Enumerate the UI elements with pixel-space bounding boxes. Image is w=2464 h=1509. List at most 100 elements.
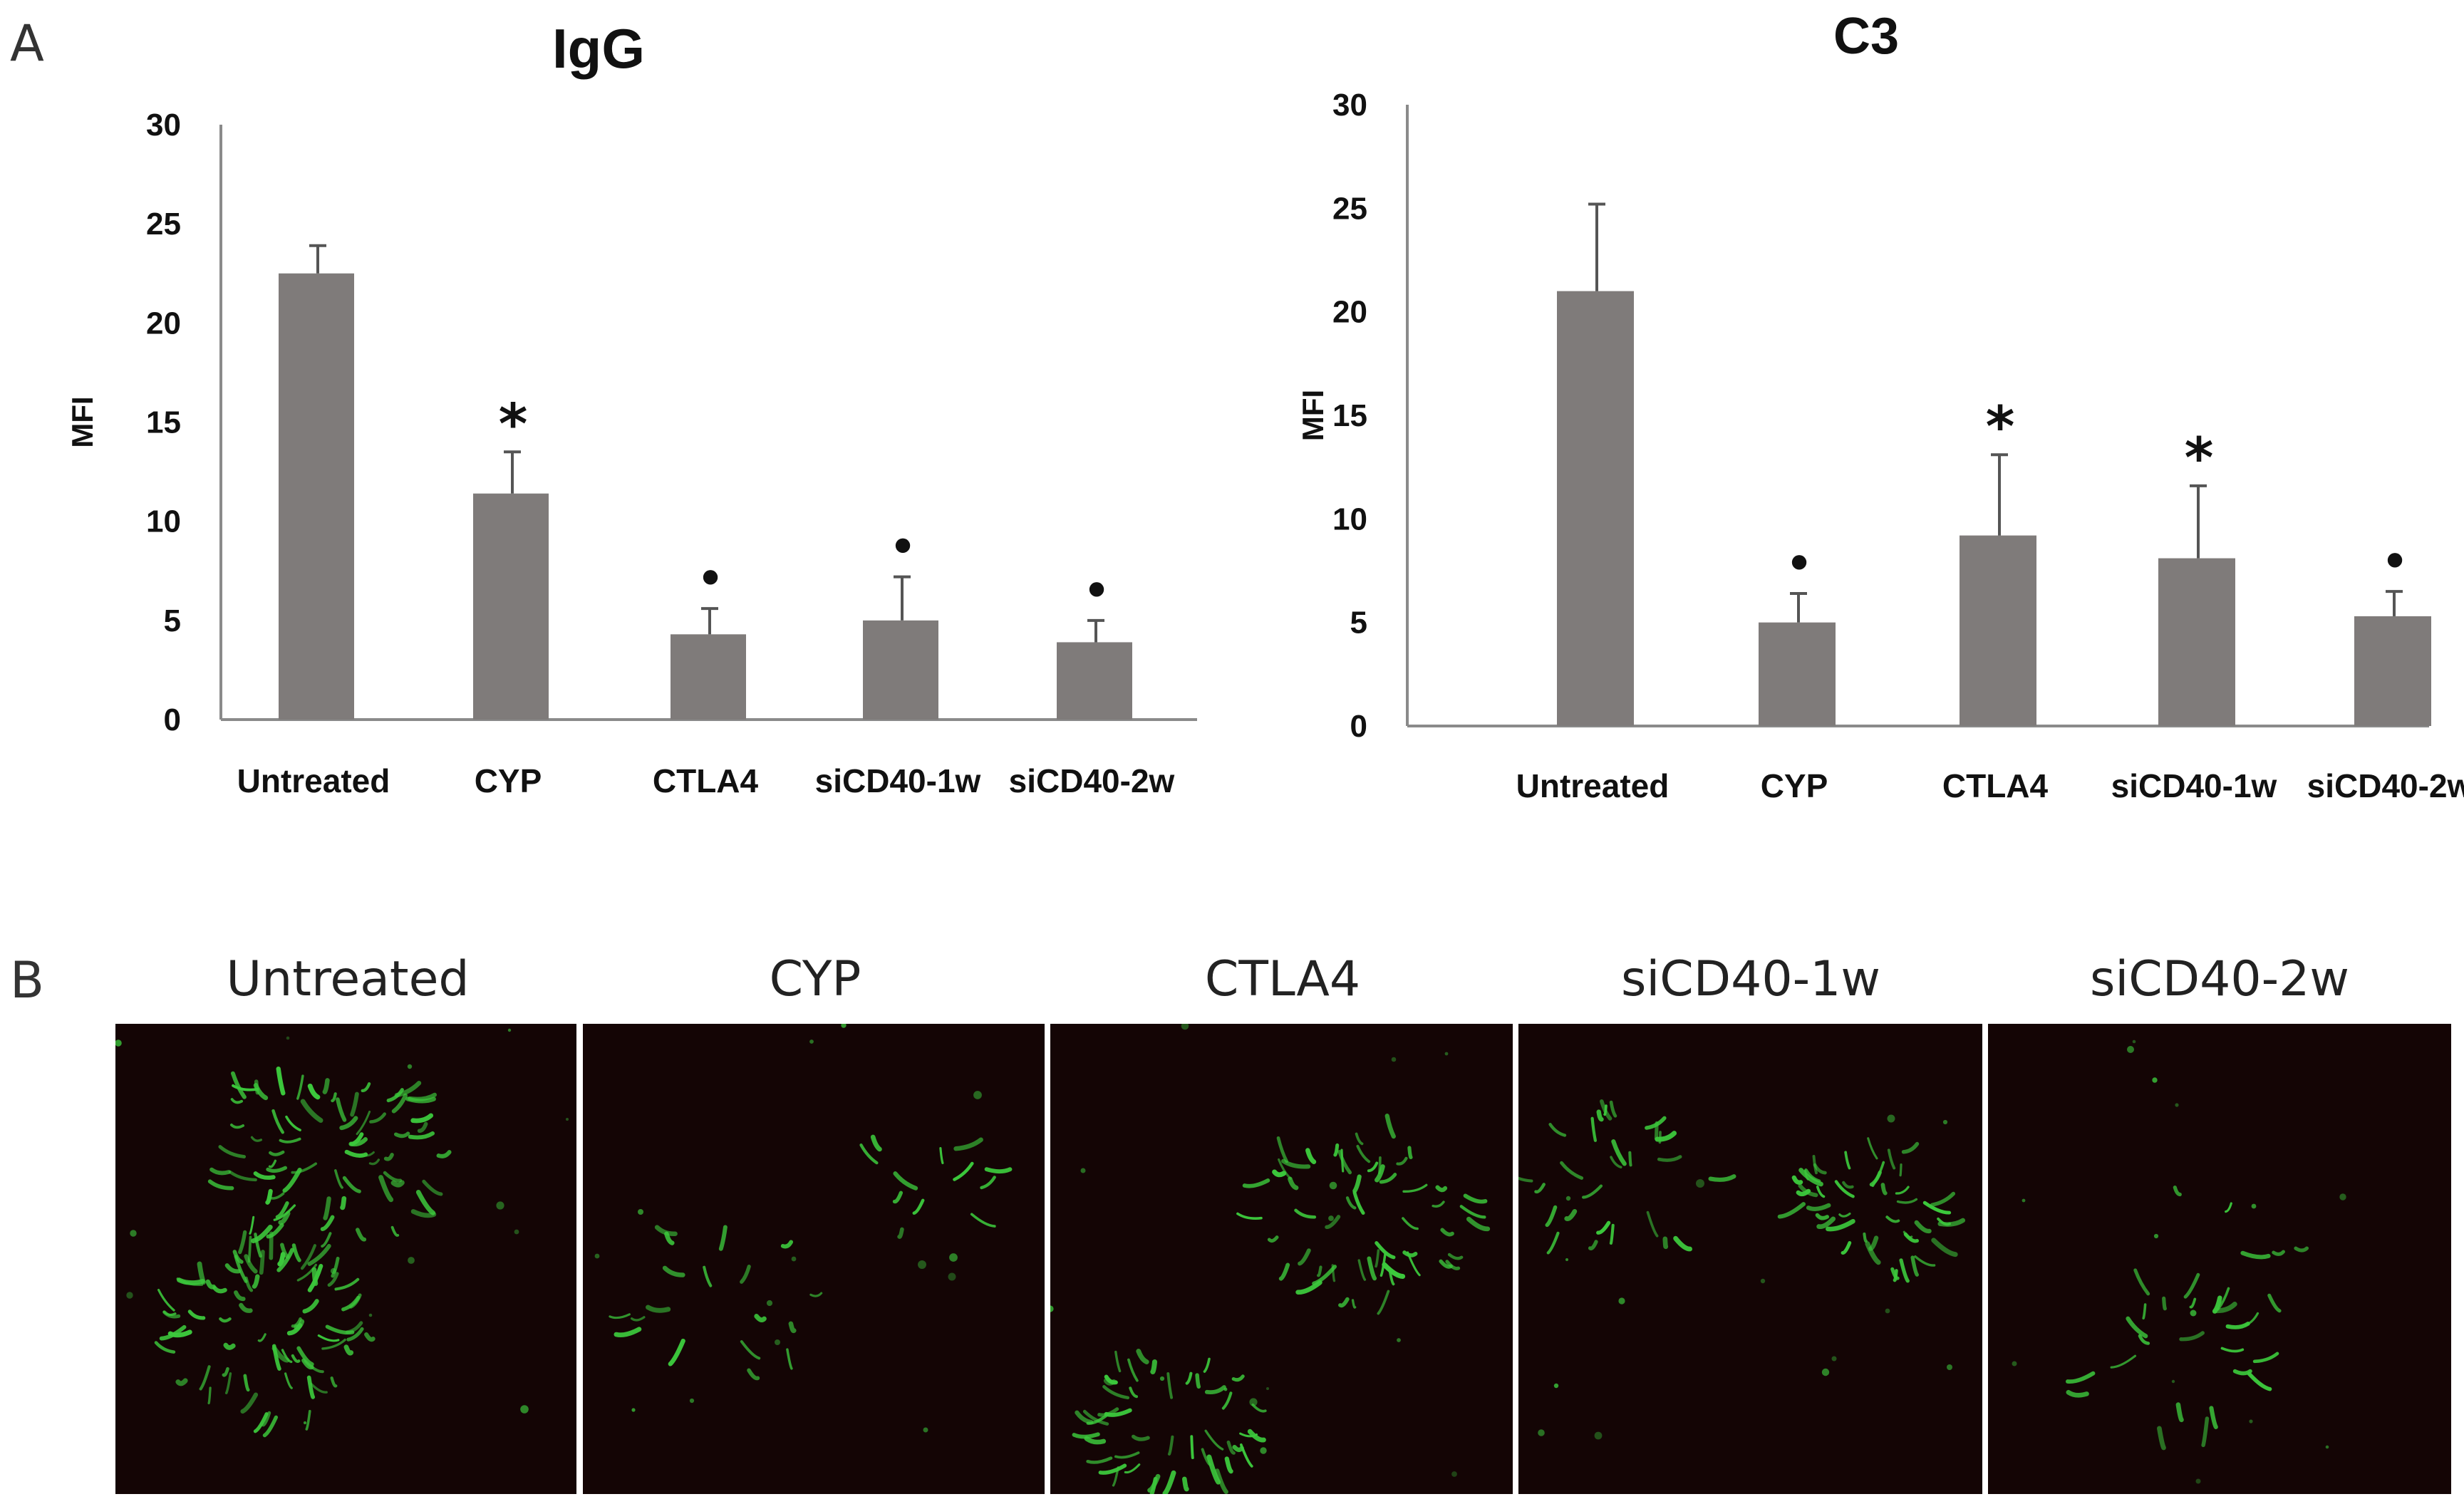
stain-strand [614, 1327, 642, 1338]
stain-speck [330, 1267, 337, 1275]
y-axis-label: MFI [66, 396, 99, 447]
stain-strand [1226, 1440, 1236, 1455]
stain-speck [1223, 1387, 1228, 1391]
stain-strand [1190, 1435, 1194, 1460]
y-tick-label: 30 [146, 108, 181, 142]
stain-strand [1901, 1141, 1920, 1154]
stain-strand [1534, 1183, 1546, 1194]
stain-strand [311, 1267, 319, 1286]
stain-strand [275, 1201, 289, 1219]
stain-speck [1538, 1429, 1545, 1436]
stain-strand [1129, 1386, 1138, 1399]
category-label: Untreated [1516, 767, 1670, 804]
y-tick-label: 20 [1332, 295, 1367, 330]
stain-strand [1609, 1100, 1617, 1118]
stain-strand [307, 1083, 321, 1100]
stain-strand [244, 1276, 254, 1292]
stain-strand [276, 1248, 294, 1272]
stain-strand [321, 1338, 346, 1350]
significance-dot: • [889, 523, 916, 571]
stain-strand [1136, 1349, 1149, 1364]
y-tick-label: 5 [1350, 606, 1367, 641]
stain-strand [238, 1230, 247, 1255]
stain-strand [1841, 1240, 1852, 1255]
stain-strand [2189, 1297, 2197, 1309]
stain-strand [1937, 1218, 1966, 1227]
stain-strand [1826, 1218, 1855, 1232]
chart-title: IgG [552, 17, 645, 80]
stain-strand [222, 1367, 229, 1377]
stain-strand [345, 1321, 363, 1334]
stain-strand [1813, 1163, 1827, 1175]
stain-strand [740, 1265, 751, 1284]
stain-strand [1560, 1161, 1584, 1180]
stain-strand [391, 1093, 408, 1114]
stain-strand [2217, 1287, 2230, 1311]
stain-strand [187, 1310, 206, 1320]
stain-strand [1834, 1180, 1855, 1198]
stain-strand [1384, 1114, 1396, 1139]
y-tick-label: 15 [1332, 398, 1367, 433]
stain-strand [1646, 1210, 1659, 1238]
stain-speck [303, 1421, 307, 1425]
stain-speck [2152, 1077, 2158, 1083]
stain-speck [514, 1229, 519, 1235]
stain-strand [1466, 1216, 1491, 1232]
stain-strand [1185, 1371, 1193, 1385]
significance-star: * [499, 393, 528, 457]
stain-strand [1204, 1429, 1224, 1451]
stain-strand [1806, 1203, 1831, 1211]
stain-strand [1357, 1259, 1367, 1281]
category-label: siCD40-1w [2111, 767, 2277, 804]
stain-strand [266, 1166, 287, 1173]
stain-strand [1869, 1171, 1882, 1187]
stain-strand [953, 1161, 974, 1181]
stain-strand [1440, 1228, 1454, 1237]
stain-strand [162, 1310, 177, 1317]
stain-speck [2249, 1419, 2253, 1424]
stain-strand [284, 1372, 293, 1389]
stain-strand [1267, 1235, 1279, 1243]
stain-strand [346, 1327, 364, 1342]
stain-strand [2066, 1371, 2096, 1384]
stain-strand [253, 1412, 269, 1433]
stain-strand [1379, 1252, 1387, 1277]
stain-strand [1657, 1155, 1682, 1162]
stain-strand [1337, 1149, 1352, 1175]
stain-strand [1890, 1267, 1900, 1280]
stain-speck [1565, 1196, 1571, 1201]
stain-speck [1329, 1181, 1337, 1190]
image-label-sicd40-2w: siCD40-2w [2089, 951, 2350, 1007]
stain-strand [1086, 1413, 1109, 1425]
stain-strand [609, 1313, 631, 1319]
stain-strand [340, 1196, 347, 1210]
significance-dot: • [697, 554, 723, 603]
stain-strand [1367, 1161, 1379, 1173]
stain-speck [949, 1253, 958, 1262]
stain-speck [766, 1300, 773, 1307]
stain-strand [408, 1131, 435, 1140]
significance-star: * [1986, 395, 2015, 460]
stain-strand [2162, 1296, 2167, 1311]
stain-strand [219, 1317, 232, 1323]
stain-strand [1132, 1434, 1150, 1441]
stain-strand [2179, 1331, 2205, 1342]
stain-strand [254, 1233, 262, 1258]
stain-speck [638, 1209, 643, 1215]
stain-speck [2153, 1233, 2159, 1239]
stain-strand [1281, 1158, 1311, 1169]
stain-speck [1618, 1297, 1625, 1305]
stain-speck [689, 1398, 695, 1404]
stain-speck [2127, 1046, 2134, 1053]
stain-strand [350, 1091, 359, 1117]
stain-speck [1831, 1356, 1837, 1362]
bar [1057, 642, 1132, 720]
stain-speck [1266, 1387, 1269, 1390]
stain-speck [1821, 1368, 1830, 1376]
stain-strand [1463, 1193, 1488, 1204]
stain-strand [1844, 1151, 1851, 1170]
stain-strand [1842, 1181, 1854, 1189]
bar [863, 620, 938, 720]
stain-strand [262, 1415, 279, 1438]
stain-strand [1662, 1236, 1669, 1250]
